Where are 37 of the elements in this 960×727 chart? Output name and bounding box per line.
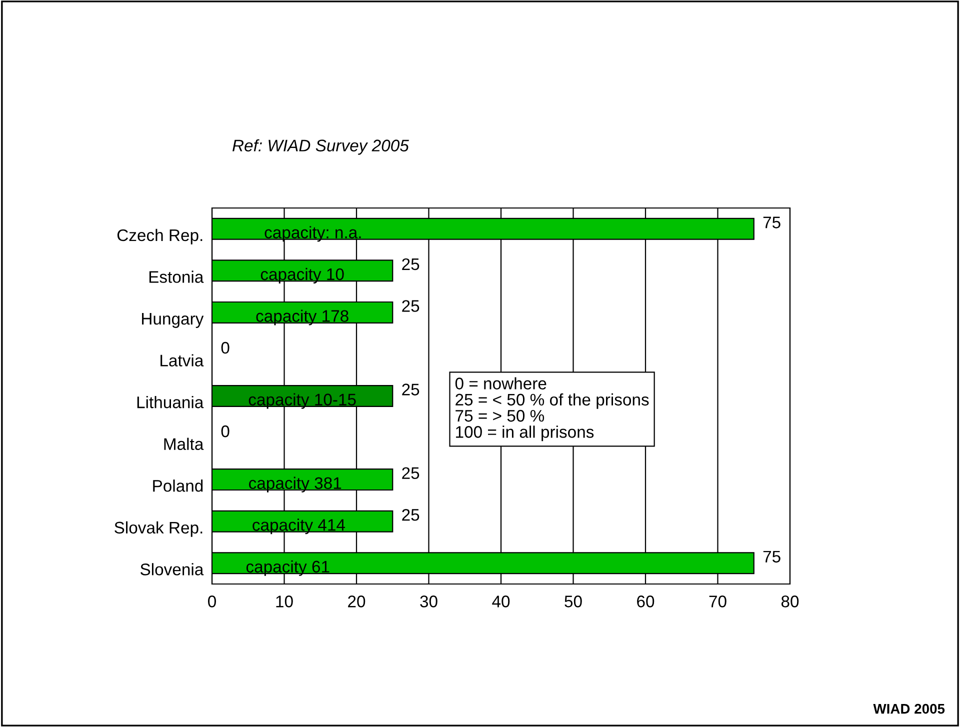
annotation: capacity 10 xyxy=(260,268,344,284)
annotation: capacity: n.a. xyxy=(264,226,361,242)
data-label: 75 xyxy=(763,216,780,228)
y-tick-label: Estonia xyxy=(149,270,204,283)
x-tick-label: 60 xyxy=(637,596,654,608)
annotation: capacity 61 xyxy=(246,560,330,576)
data-label: 25 xyxy=(402,467,420,480)
x-tick-label: 70 xyxy=(709,596,726,608)
annotation: capacity 381 xyxy=(249,476,342,492)
data-label: 25 xyxy=(402,258,420,270)
x-tick-label: 20 xyxy=(348,596,366,608)
x-tick-label: 10 xyxy=(276,596,293,608)
data-label: 25 xyxy=(402,508,420,521)
data-label: 0 xyxy=(221,342,230,354)
x-tick-label: 80 xyxy=(781,596,799,608)
y-tick-label: Latvia xyxy=(160,354,204,366)
x-tick-label: 0 xyxy=(208,596,216,608)
annotation: capacity 414 xyxy=(252,518,346,534)
text: WIAD 2005 xyxy=(873,704,945,714)
y-tick-label: Slovenia xyxy=(140,563,204,576)
y-tick-label: Hungary xyxy=(142,313,204,328)
annotation: capacity 10-15 xyxy=(248,393,356,409)
x-tick-label: 30 xyxy=(420,596,438,608)
data-label: 25 xyxy=(402,300,420,312)
x-tick-label: 50 xyxy=(564,596,582,608)
y-tick-label: Czech Rep. xyxy=(117,228,202,244)
x-tick-label: 40 xyxy=(492,596,510,608)
annotation: capacity 178 xyxy=(256,310,348,326)
data-label: 0 xyxy=(221,425,230,438)
annotation: 0 = nowhere 25 = < 50 % of the prisons 75 = > 50 % 100 = in all prisons xyxy=(455,377,649,442)
text: Ref: WIAD Survey 2005 xyxy=(232,139,409,155)
y-tick-label: Slovak Rep. xyxy=(114,521,202,537)
y-tick-label: Poland xyxy=(153,480,203,492)
y-tick-label: Malta xyxy=(164,438,204,450)
data-label: 25 xyxy=(402,384,420,396)
data-label: 75 xyxy=(763,550,780,563)
y-tick-label: Lithuania xyxy=(137,396,204,408)
